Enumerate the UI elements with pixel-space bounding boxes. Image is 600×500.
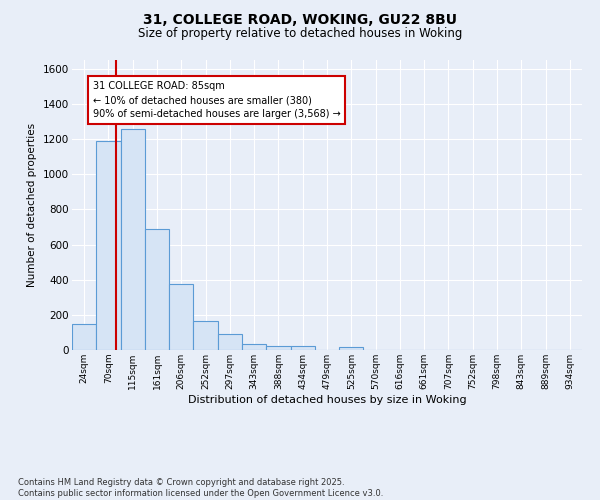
Bar <box>121 128 145 350</box>
Text: Contains HM Land Registry data © Crown copyright and database right 2025.
Contai: Contains HM Land Registry data © Crown c… <box>18 478 383 498</box>
X-axis label: Distribution of detached houses by size in Woking: Distribution of detached houses by size … <box>188 394 466 404</box>
Text: Size of property relative to detached houses in Woking: Size of property relative to detached ho… <box>138 28 462 40</box>
Bar <box>169 284 193 350</box>
Bar <box>266 346 290 350</box>
Bar <box>145 228 169 350</box>
Text: 31, COLLEGE ROAD, WOKING, GU22 8BU: 31, COLLEGE ROAD, WOKING, GU22 8BU <box>143 12 457 26</box>
Bar <box>290 346 315 350</box>
Y-axis label: Number of detached properties: Number of detached properties <box>28 123 37 287</box>
Bar <box>339 348 364 350</box>
Bar <box>193 321 218 350</box>
Text: 31 COLLEGE ROAD: 85sqm
← 10% of detached houses are smaller (380)
90% of semi-de: 31 COLLEGE ROAD: 85sqm ← 10% of detached… <box>92 81 340 119</box>
Bar <box>96 141 121 350</box>
Bar <box>72 324 96 350</box>
Bar <box>242 344 266 350</box>
Bar <box>218 334 242 350</box>
